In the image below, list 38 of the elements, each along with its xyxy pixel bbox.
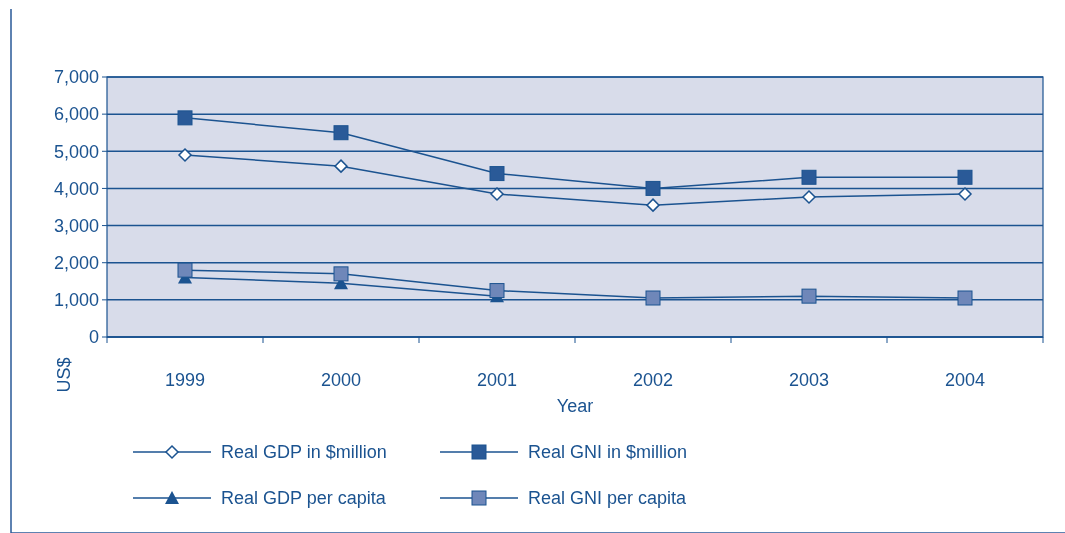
point bbox=[489, 166, 505, 182]
point bbox=[178, 148, 192, 162]
point bbox=[801, 288, 817, 304]
legend-label: Real GDP in $million bbox=[221, 442, 387, 463]
point bbox=[333, 125, 349, 141]
point bbox=[490, 187, 504, 201]
x-axis-title: Year bbox=[556, 396, 594, 416]
point bbox=[645, 290, 661, 306]
y-tick-label: 6,000 bbox=[53, 104, 99, 125]
point bbox=[646, 198, 660, 212]
x-tick-label: 2002 bbox=[632, 370, 674, 390]
legend-label: Real GNI per capita bbox=[528, 488, 688, 509]
y-tick-label: 4,000 bbox=[53, 178, 99, 199]
y-axis-title: US$ bbox=[54, 357, 74, 393]
point bbox=[334, 159, 348, 173]
y-tick-label: 1,000 bbox=[53, 290, 99, 311]
legend-label: Real GNI in $million bbox=[528, 442, 688, 463]
point bbox=[958, 187, 972, 201]
point bbox=[177, 110, 193, 126]
x-tick-label: 2003 bbox=[788, 370, 830, 390]
legend-label: Real GDP per capita bbox=[221, 488, 387, 509]
y-tick-label: 2,000 bbox=[53, 253, 99, 274]
point bbox=[645, 180, 661, 196]
y-tick-label: 0 bbox=[88, 327, 99, 348]
point bbox=[177, 262, 193, 278]
y-tick-label: 3,000 bbox=[53, 215, 99, 236]
point bbox=[957, 169, 973, 185]
x-tick-label: 2000 bbox=[320, 370, 362, 390]
point bbox=[802, 190, 816, 204]
x-tick-label: 2001 bbox=[476, 370, 518, 390]
y-tick-label: 5,000 bbox=[53, 141, 99, 162]
point bbox=[333, 266, 349, 282]
point bbox=[957, 290, 973, 306]
x-tick-label: 1999 bbox=[164, 370, 206, 390]
y-tick-label: 7,000 bbox=[53, 67, 99, 88]
point bbox=[801, 169, 817, 185]
point bbox=[489, 283, 505, 299]
x-tick-label: 2004 bbox=[944, 370, 986, 390]
